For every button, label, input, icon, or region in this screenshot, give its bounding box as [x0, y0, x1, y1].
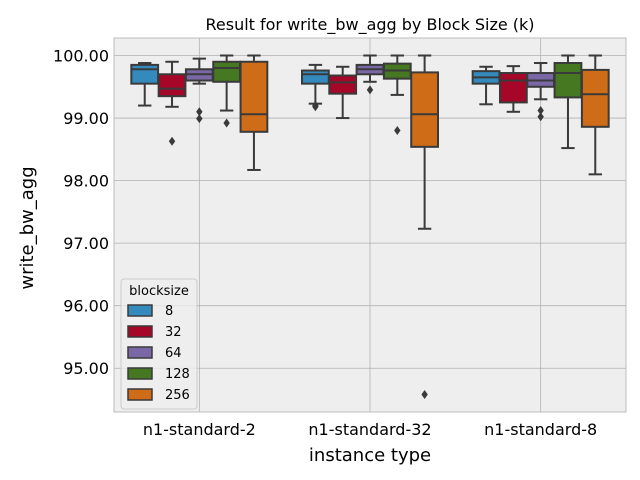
legend-swatch-8: [127, 304, 153, 317]
box-iqr: [553, 62, 583, 99]
x-tick-label: n1-standard-2: [143, 420, 256, 439]
box-iqr: [212, 60, 242, 83]
outlier-point: [196, 107, 203, 117]
box-iqr: [301, 69, 330, 85]
box-128-1: [382, 54, 412, 136]
outlier-point: [394, 126, 401, 136]
box-32-2: [498, 65, 528, 113]
legend-swatch-128: [127, 367, 153, 380]
y-tick-label: 95.00: [63, 359, 109, 378]
legend-label-32: 32: [165, 325, 182, 340]
y-tick-label: 96.00: [63, 297, 109, 316]
box-iqr: [130, 63, 160, 85]
box-128-2: [553, 54, 583, 150]
boxes-layer: [130, 54, 610, 399]
box-256-0: [239, 54, 269, 171]
box-32-0: [157, 60, 187, 146]
box-32-1: [328, 65, 358, 120]
box-iqr: [580, 68, 610, 128]
legend-swatch-64: [127, 346, 153, 359]
legend-swatch-256: [127, 388, 153, 401]
legend-items: 8 32 64 128 256: [127, 304, 190, 403]
legend-label-64: 64: [165, 346, 182, 361]
y-tick-label: 97.00: [63, 234, 109, 253]
y-tick-label: 100.00: [53, 47, 109, 66]
y-tick-label: 99.00: [63, 109, 109, 128]
plot-frame: [113, 37, 627, 413]
box-256-2: [580, 54, 610, 176]
box-8-0: [130, 62, 160, 107]
box-64-2: [526, 62, 556, 122]
legend-label-128: 128: [165, 367, 190, 382]
outlier-point: [223, 118, 230, 128]
y-axis-label: write_bw_agg: [17, 166, 38, 289]
x-axis-label: instance type: [309, 445, 431, 466]
legend: blocksize 8 32 64 128 256: [120, 278, 198, 410]
box-iqr: [410, 71, 439, 148]
outlier-point: [421, 389, 428, 399]
box-iqr: [498, 72, 528, 104]
tick-labels-layer: 95.00 96.00 97.00 98.00 99.00 100.00 n1-standa…: [53, 47, 597, 439]
outlier-point: [537, 112, 544, 122]
x-tick-label: n1-standard-32: [308, 420, 431, 439]
outlier-point: [312, 102, 319, 112]
box-8-1: [301, 63, 330, 112]
box-256-1: [410, 54, 439, 399]
box-iqr: [157, 73, 187, 98]
outlier-point: [196, 114, 203, 124]
box-64-0: [184, 57, 214, 124]
chart-title: Result for write_bw_agg by Block Size (k…: [205, 15, 534, 35]
outlier-point: [168, 136, 176, 146]
x-tick-label: n1-standard-8: [484, 420, 597, 439]
box-iqr: [239, 60, 269, 133]
legend-swatch-32: [127, 325, 153, 338]
box-128-0: [212, 54, 242, 128]
y-tick-label: 98.00: [63, 172, 109, 191]
outlier-point: [366, 85, 374, 95]
box-iqr: [328, 74, 358, 95]
legend-title: blocksize: [129, 284, 189, 299]
legend-label-8: 8: [165, 304, 173, 319]
box-8-2: [471, 65, 501, 106]
outlier-point: [537, 106, 544, 116]
legend-label-256: 256: [165, 388, 190, 403]
